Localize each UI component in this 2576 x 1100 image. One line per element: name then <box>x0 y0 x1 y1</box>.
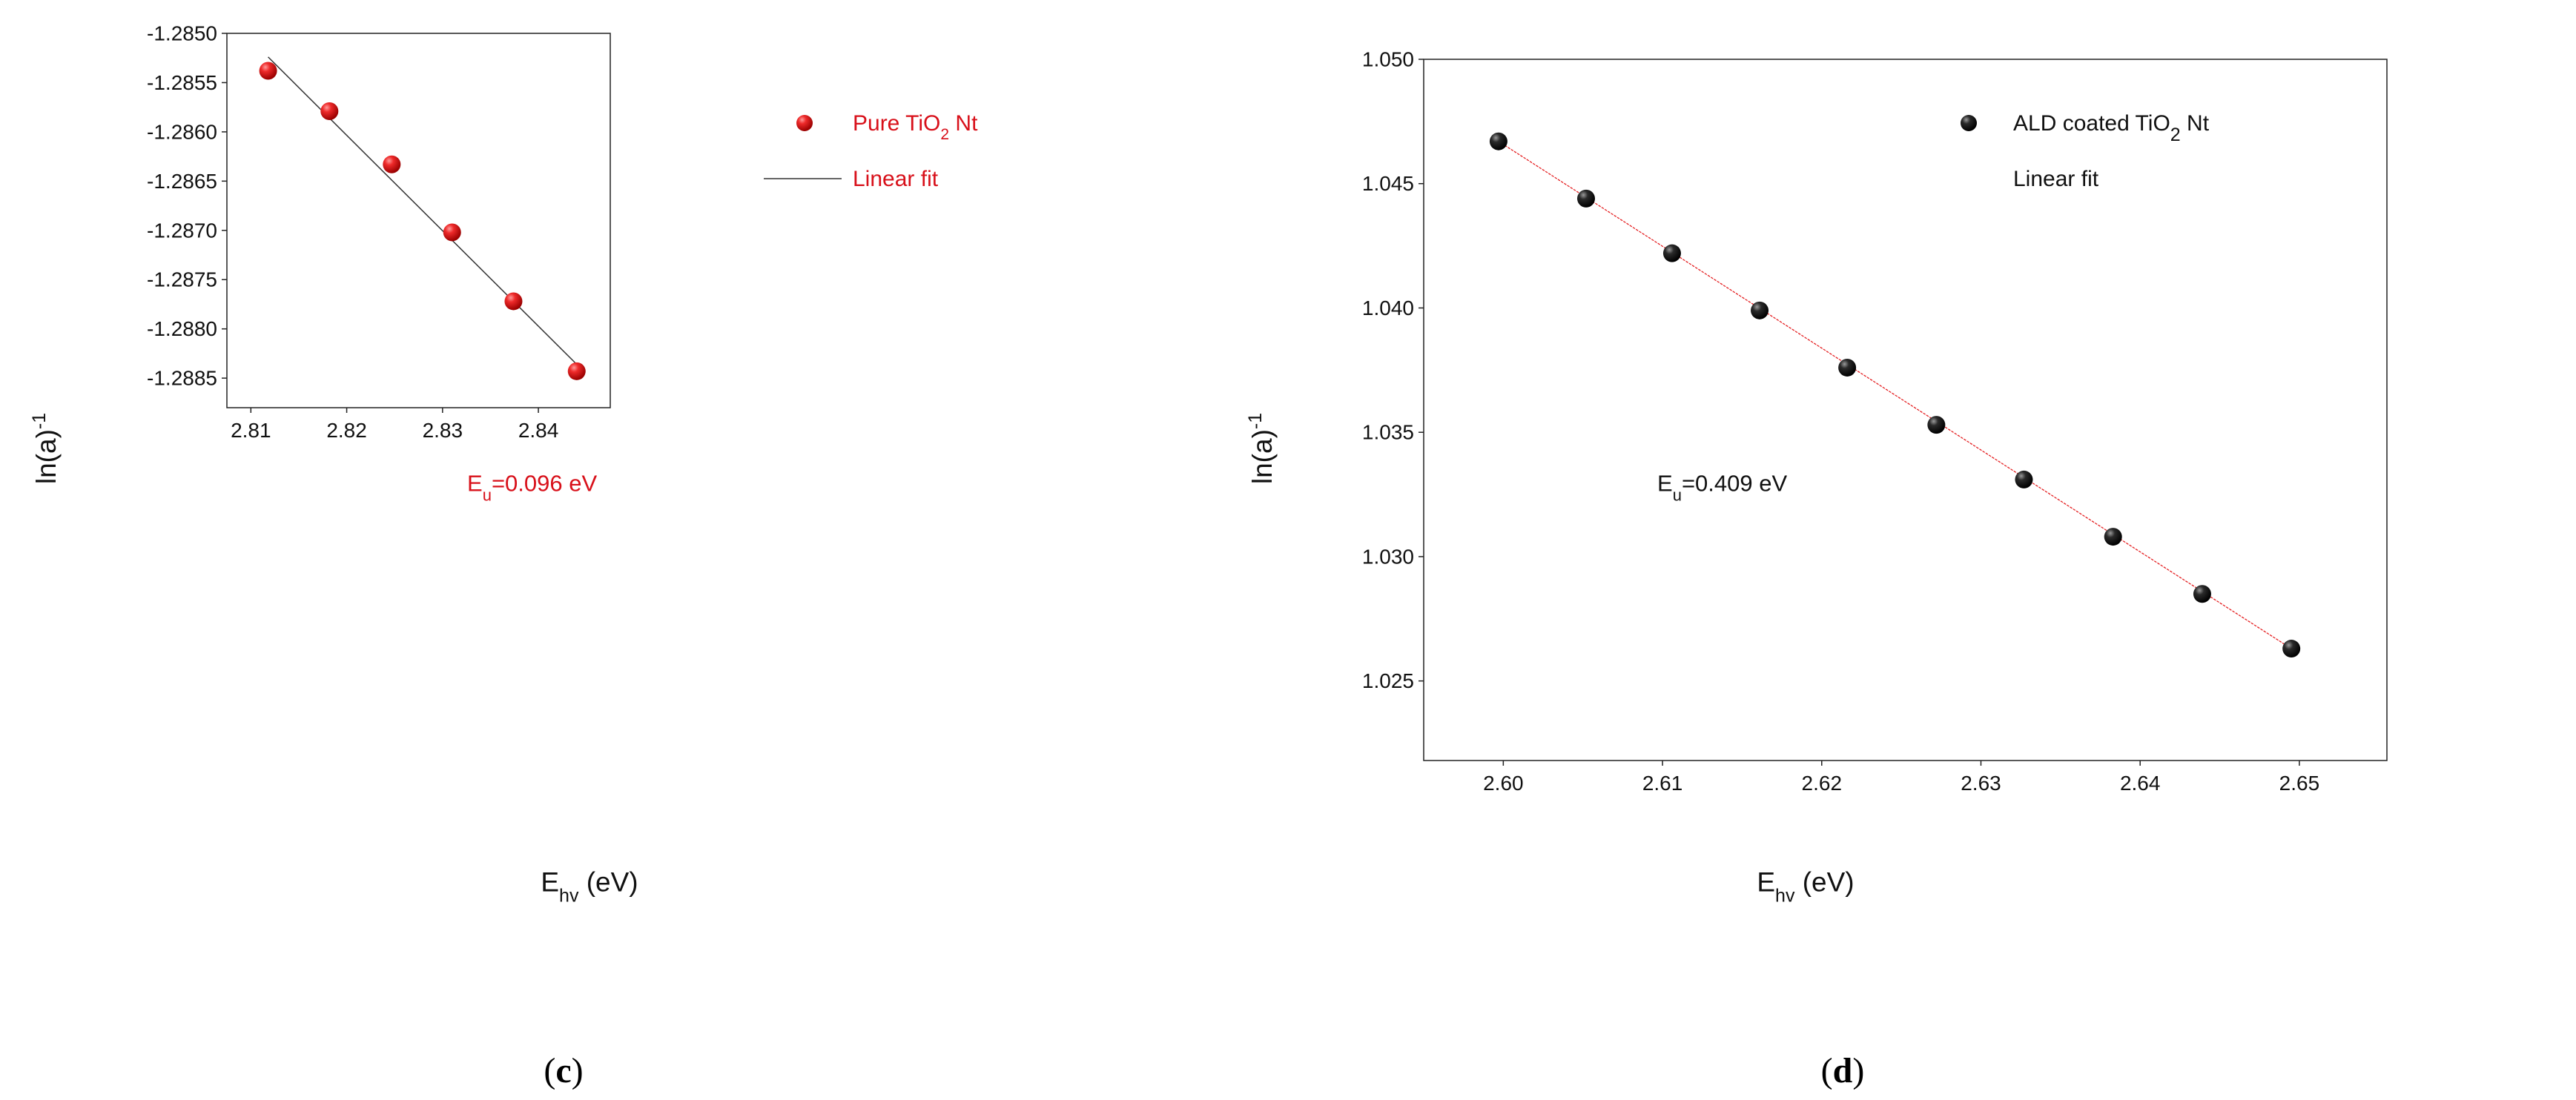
panel-c-legend: Pure TiO2 Nt Linear fit <box>764 111 978 191</box>
y-tick-label: 1.030 <box>1362 545 1414 568</box>
panel-c-points <box>259 62 586 380</box>
data-point <box>1838 358 1857 377</box>
data-point <box>2282 640 2301 658</box>
panel-c-y-axis: -1.2850 -1.2855 -1.2860 -1.2865 -1.2870 -1.28… <box>147 22 227 390</box>
panel-c-legend-fit-label: Linear fit <box>853 167 939 191</box>
data-point <box>2104 528 2122 546</box>
panel-d-legend: ALD coated TiO2 Nt Linear fit <box>1961 111 2210 191</box>
y-tick-label: 1.050 <box>1362 48 1414 71</box>
data-point <box>1751 301 1769 319</box>
data-point <box>443 223 461 242</box>
x-tick-label: 2.60 <box>1483 772 1524 795</box>
y-tick-label: 1.035 <box>1362 421 1414 444</box>
panel-d-label: (d) <box>1821 1051 1865 1090</box>
x-tick-label: 2.82 <box>326 419 367 442</box>
panel-d-x-axis: 2.60 2.61 2.62 2.63 2.64 2.65 <box>1483 761 2319 795</box>
data-point <box>567 362 586 380</box>
x-tick-label: 2.81 <box>231 419 271 442</box>
data-point <box>259 62 277 80</box>
x-tick-label: 2.63 <box>1961 772 2001 795</box>
y-tick-label: 1.045 <box>1362 172 1414 195</box>
y-tick-label: -1.2865 <box>147 170 217 193</box>
panel-c-x-axis-title: Ehv (eV) <box>541 867 638 907</box>
panel-d-y-axis-title: ln(a)-1 <box>1245 413 1278 484</box>
data-point <box>1662 244 1681 262</box>
panel-c-x-axis: 2.81 2.82 2.83 2.84 <box>231 408 558 442</box>
x-tick-label: 2.84 <box>518 419 559 442</box>
panel-d-points <box>1489 132 2301 658</box>
panel-c-eu-annotation: Eu=0.096 eV <box>467 471 597 505</box>
panel-d-legend-points-label: ALD coated TiO2 Nt <box>2013 111 2210 145</box>
y-tick-label: 1.025 <box>1362 669 1414 692</box>
panel-c-label: (c) <box>544 1051 583 1090</box>
y-tick-label: -1.2855 <box>147 71 217 94</box>
y-tick-label: -1.2870 <box>147 219 217 242</box>
panel-d-fit-line <box>1498 141 2292 649</box>
panel-c-plot-frame <box>226 33 611 408</box>
data-point <box>320 102 339 120</box>
y-tick-label: 1.040 <box>1362 296 1414 319</box>
panel-d-plot-frame <box>1423 59 2388 761</box>
panel-d-x-axis-title: Ehv (eV) <box>1757 867 1854 907</box>
y-tick-label: -1.2875 <box>147 268 217 291</box>
panel-d-legend-fit-label: Linear fit <box>2013 167 2099 191</box>
y-tick-label: -1.2885 <box>147 367 217 390</box>
data-point <box>1927 416 1946 434</box>
x-tick-label: 2.61 <box>1642 772 1683 795</box>
x-tick-label: 2.64 <box>2120 772 2161 795</box>
panel-c-y-axis-title: ln(a)-1 <box>29 413 62 484</box>
x-tick-label: 2.83 <box>423 419 463 442</box>
data-point <box>2193 585 2211 603</box>
x-tick-label: 2.65 <box>2279 772 2320 795</box>
y-tick-label: -1.2850 <box>147 22 217 45</box>
data-point <box>1577 189 1596 208</box>
data-point <box>504 292 523 311</box>
x-tick-label: 2.62 <box>1802 772 1843 795</box>
panel-d-eu-annotation: Eu=0.409 eV <box>1657 471 1787 505</box>
data-point <box>1489 132 1507 150</box>
y-tick-label: -1.2880 <box>147 317 217 340</box>
panel-c: -1.2850 -1.2855 -1.2860 -1.2865 -1.2870 -1.28… <box>29 22 978 1091</box>
panel-d-legend-marker <box>1961 115 1977 131</box>
panel-d-y-axis: 1.025 1.030 1.035 1.040 1.045 1.050 <box>1362 48 1424 692</box>
y-tick-label: -1.2860 <box>147 120 217 143</box>
panel-c-legend-points-label: Pure TiO2 Nt <box>853 111 978 143</box>
data-point <box>383 155 401 173</box>
panel-c-legend-marker <box>796 115 813 131</box>
panel-c-fit-line <box>268 56 578 365</box>
data-point <box>2015 470 2033 488</box>
